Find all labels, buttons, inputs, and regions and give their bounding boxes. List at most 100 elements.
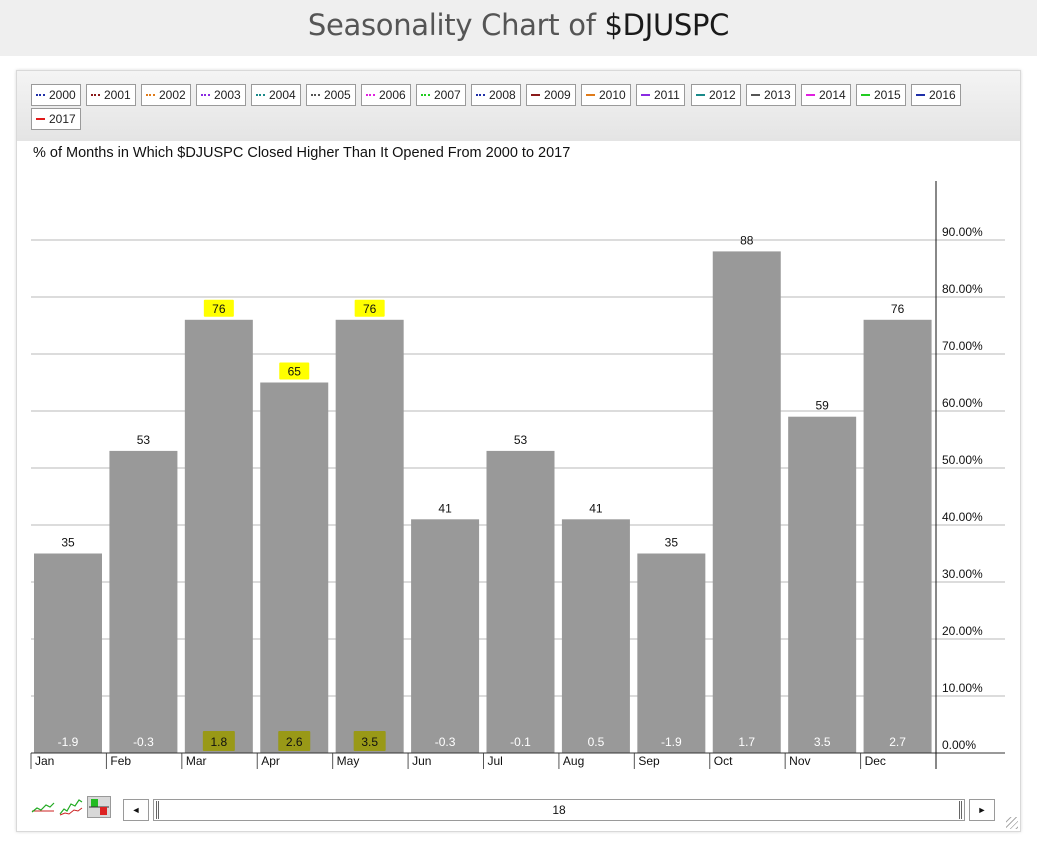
legend-item-2007[interactable]: 2007 — [416, 84, 466, 106]
legend-label: 2005 — [324, 88, 351, 102]
legend-swatch — [201, 93, 210, 96]
y-tick-label: 30.00% — [942, 567, 983, 581]
scroll-right-button[interactable]: ► — [969, 799, 995, 821]
legend-label: 2014 — [819, 88, 846, 102]
return-label-highlight — [202, 731, 235, 751]
x-tick-label: Jun — [412, 754, 431, 768]
bar — [260, 382, 329, 753]
legend-label: 2012 — [709, 88, 736, 102]
legend-bar: 2000 2001 2002 2003 2004 2005 2006 2007 2008 2009… — [17, 71, 1020, 141]
page-title-ticker: $DJUSPC — [604, 8, 730, 42]
legend-item-2009[interactable]: 2009 — [526, 84, 576, 106]
legend-label: 2016 — [929, 88, 956, 102]
x-tick-label: Apr — [261, 754, 280, 768]
scrollbar-right-grip[interactable] — [959, 801, 962, 819]
performance-chart-icon[interactable] — [59, 796, 83, 818]
bar-value-label: 76 — [891, 302, 905, 316]
bar — [637, 553, 706, 753]
bar — [411, 519, 480, 753]
avg-return-label: -1.9 — [58, 735, 79, 749]
legend-swatch — [366, 93, 375, 96]
legend-label: 2015 — [874, 88, 901, 102]
bar-value-label: 41 — [438, 501, 452, 515]
line-chart-icon[interactable] — [31, 796, 55, 818]
legend-item-2004[interactable]: 2004 — [251, 84, 301, 106]
avg-return-label: 1.8 — [210, 735, 227, 749]
legend-item-2011[interactable]: 2011 — [636, 84, 685, 106]
legend-item-2017[interactable]: 2017 — [31, 108, 81, 130]
legend-label: 2002 — [159, 88, 186, 102]
legend-item-2000[interactable]: 2000 — [31, 84, 81, 106]
y-tick-label: 0.00% — [942, 738, 976, 752]
avg-return-label: 2.6 — [286, 735, 303, 749]
avg-return-label: 3.5 — [361, 735, 378, 749]
legend-label: 2013 — [764, 88, 791, 102]
y-tick-label: 60.00% — [942, 396, 983, 410]
y-tick-label: 40.00% — [942, 510, 983, 524]
legend-label: 2009 — [544, 88, 571, 102]
bar-value-label: 65 — [288, 365, 302, 379]
value-label-highlight — [354, 299, 385, 317]
seasonality-bars-icon[interactable] — [87, 796, 111, 818]
scroll-left-button[interactable]: ◄ — [123, 799, 149, 821]
return-label-highlight — [353, 731, 386, 751]
bar — [184, 319, 253, 753]
bar — [34, 553, 102, 753]
avg-return-label: -0.3 — [133, 735, 154, 749]
x-tick-label: Jan — [35, 754, 54, 768]
avg-return-label: -1.9 — [661, 735, 682, 749]
legend-item-2006[interactable]: 2006 — [361, 84, 411, 106]
bar-value-label: 35 — [61, 536, 75, 550]
x-tick-label: Sep — [638, 754, 660, 768]
bar — [712, 251, 781, 753]
y-tick-label: 70.00% — [942, 339, 983, 353]
legend-item-2002[interactable]: 2002 — [141, 84, 191, 106]
legend-label: 2008 — [489, 88, 516, 102]
legend-swatch — [476, 93, 485, 96]
legend-swatch — [36, 117, 45, 120]
legend-item-2016[interactable]: 2016 — [911, 84, 961, 106]
period-value: 18 — [552, 803, 566, 817]
legend-label: 2010 — [599, 88, 626, 102]
legend-item-2003[interactable]: 2003 — [196, 84, 246, 106]
bar — [863, 319, 932, 753]
legend-item-2013[interactable]: 2013 — [746, 84, 796, 106]
legend-item-2014[interactable]: 2014 — [801, 84, 851, 106]
bar-value-label: 88 — [740, 233, 754, 247]
avg-return-label: 1.7 — [738, 735, 755, 749]
period-scrollbar[interactable]: 18 — [153, 799, 965, 821]
legend-item-2001[interactable]: 2001 — [86, 84, 136, 106]
legend-swatch — [36, 93, 45, 96]
avg-return-label: 0.5 — [588, 735, 605, 749]
avg-return-label: 3.5 — [814, 735, 831, 749]
legend-label: 2011 — [654, 88, 680, 102]
resize-grip-icon[interactable] — [1006, 817, 1018, 829]
x-tick-label: Oct — [714, 754, 733, 768]
x-tick-label: Feb — [110, 754, 131, 768]
bar-value-label: 53 — [514, 433, 528, 447]
y-tick-label: 90.00% — [942, 225, 983, 239]
legend-swatch — [751, 93, 760, 96]
x-tick-label: May — [337, 754, 360, 768]
legend-item-2015[interactable]: 2015 — [856, 84, 906, 106]
value-label-highlight — [279, 362, 310, 380]
legend-swatch — [861, 93, 870, 96]
legend-item-2010[interactable]: 2010 — [581, 84, 631, 106]
legend-item-2012[interactable]: 2012 — [691, 84, 741, 106]
chart-title: % of Months in Which $DJUSPC Closed High… — [33, 145, 571, 161]
bar — [788, 416, 857, 753]
scrollbar-left-grip[interactable] — [156, 801, 159, 819]
bar-value-label: 53 — [137, 433, 151, 447]
legend-label: 2007 — [434, 88, 461, 102]
legend-label: 2004 — [269, 88, 296, 102]
bar — [335, 319, 404, 753]
bar-value-label: 76 — [363, 302, 377, 316]
x-tick-label: Aug — [563, 754, 584, 768]
x-tick-label: Jul — [488, 754, 503, 768]
x-tick-label: Mar — [186, 754, 207, 768]
value-label-highlight — [203, 299, 234, 317]
legend-item-2008[interactable]: 2008 — [471, 84, 521, 106]
legend-item-2005[interactable]: 2005 — [306, 84, 356, 106]
y-tick-label: 80.00% — [942, 282, 983, 296]
bar-value-label: 59 — [815, 399, 829, 413]
